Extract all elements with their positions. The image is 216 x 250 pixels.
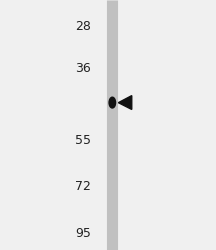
Text: 28: 28 bbox=[75, 20, 91, 32]
Text: 95: 95 bbox=[75, 226, 91, 239]
Text: 72: 72 bbox=[75, 180, 91, 192]
Ellipse shape bbox=[109, 97, 116, 108]
Text: 36: 36 bbox=[75, 62, 91, 75]
Text: 55: 55 bbox=[75, 134, 91, 147]
Polygon shape bbox=[118, 96, 132, 110]
